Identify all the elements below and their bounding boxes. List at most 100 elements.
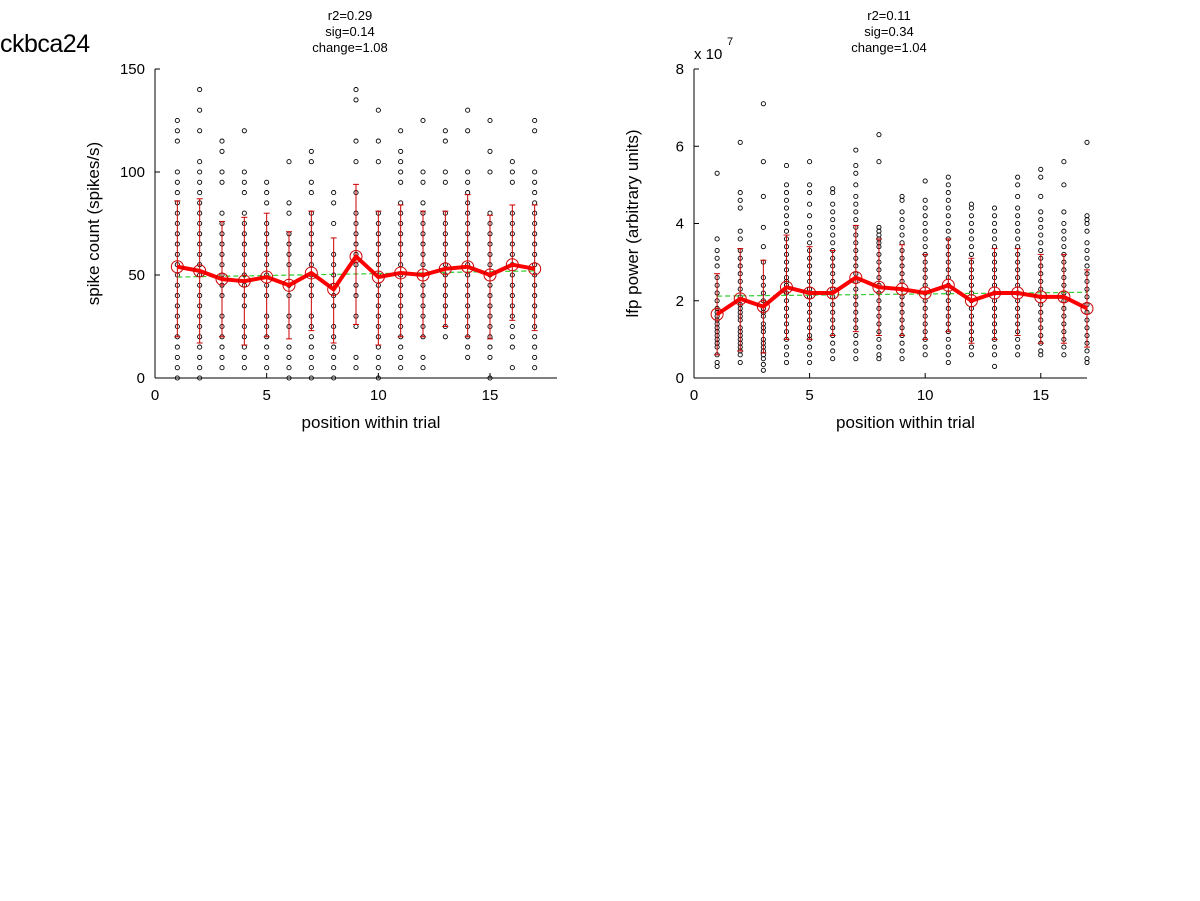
raw-data-point: [197, 169, 203, 175]
raw-data-point: [991, 220, 998, 227]
raw-data-point: [487, 169, 493, 175]
raw-data-point: [1061, 236, 1067, 242]
x-tick-label: 10: [370, 387, 387, 404]
y-tick-label: 2: [676, 293, 684, 310]
raw-data-point: [308, 190, 314, 196]
raw-data-point: [331, 200, 337, 206]
raw-data-point: [1015, 193, 1021, 200]
raw-data-point: [1015, 344, 1021, 350]
mean-marker: [438, 262, 452, 276]
raw-data-point: [760, 101, 766, 107]
raw-data-point: [532, 365, 538, 371]
raw-data-point: [375, 107, 381, 113]
raw-data-point: [308, 179, 314, 185]
raw-data-point: [532, 200, 538, 206]
raw-data-point: [899, 356, 905, 362]
mean-marker: [461, 260, 475, 274]
raw-data-point: [1015, 174, 1021, 180]
mean-marker: [1080, 301, 1094, 315]
raw-data-point: [991, 213, 998, 219]
raw-data-point: [331, 354, 337, 360]
mean-marker: [733, 292, 747, 306]
raw-data-point: [308, 334, 314, 340]
y-axis-label: spike count (spikes/s): [84, 142, 103, 305]
chart-title-line: r2=0.11: [867, 8, 911, 23]
x-axis-label: position within trial: [302, 413, 441, 432]
raw-data-point: [398, 365, 404, 371]
raw-data-point: [197, 159, 203, 165]
figure-title: ckbca24: [0, 30, 90, 58]
raw-data-point: [264, 354, 270, 360]
raw-data-point: [174, 128, 180, 134]
x-tick-label: 10: [917, 387, 934, 404]
raw-data-point: [241, 190, 247, 196]
raw-data-point: [264, 365, 270, 371]
raw-data-point: [1061, 159, 1067, 165]
raw-data-point: [991, 352, 998, 358]
x-tick-label: 15: [1032, 387, 1049, 404]
raw-data-point: [1015, 336, 1021, 342]
raw-data-point: [487, 148, 493, 154]
raw-data-point: [442, 128, 448, 134]
raw-data-point: [968, 344, 974, 350]
raw-data-point: [853, 170, 859, 176]
x-tick-label: 5: [805, 387, 813, 404]
raw-data-point: [899, 348, 905, 354]
raw-data-point: [945, 213, 951, 219]
raw-data-point: [714, 236, 720, 242]
raw-data-point: [1038, 217, 1044, 223]
mean-marker: [237, 274, 251, 288]
raw-data-point: [509, 323, 515, 330]
mean-marker: [1057, 290, 1071, 304]
y-tick-label: 4: [676, 216, 684, 233]
mean-marker: [710, 307, 724, 321]
raw-data-point: [398, 159, 404, 165]
raw-data-point: [465, 169, 471, 175]
raw-data-point: [807, 159, 813, 165]
raw-data-point: [197, 128, 203, 134]
raw-data-point: [737, 139, 743, 145]
raw-data-point: [442, 138, 448, 144]
mean-marker: [1034, 290, 1048, 304]
raw-data-point: [442, 179, 448, 185]
mean-marker: [349, 249, 363, 263]
raw-data-point: [830, 356, 836, 362]
raw-data-point: [398, 128, 404, 134]
mean-marker: [327, 282, 341, 296]
raw-data-point: [737, 359, 743, 366]
raw-data-point: [853, 340, 859, 346]
raw-data-point: [1038, 166, 1044, 172]
raw-data-point: [353, 365, 359, 371]
raw-data-point: [174, 190, 180, 196]
raw-data-point: [375, 159, 381, 165]
raw-data-point: [945, 336, 951, 342]
raw-data-point: [331, 344, 337, 350]
raw-data-point: [991, 363, 998, 369]
raw-data-point: [197, 344, 203, 350]
raw-data-point: [945, 190, 951, 196]
raw-data-point: [308, 148, 314, 154]
raw-data-point: [219, 210, 225, 216]
raw-data-point: [1084, 255, 1090, 261]
raw-data-point: [465, 344, 471, 350]
x-tick-label: 0: [690, 387, 698, 404]
raw-data-point: [398, 344, 404, 350]
raw-data-point: [830, 186, 836, 192]
raw-data-point: [174, 344, 180, 350]
mean-marker: [1011, 286, 1025, 300]
raw-data-point: [807, 201, 813, 207]
raw-data-point: [219, 365, 225, 371]
raw-data-point: [899, 193, 905, 200]
raw-data-point: [830, 348, 836, 354]
raw-data-point: [241, 210, 247, 216]
raw-data-point: [945, 359, 951, 366]
raw-data-point: [308, 344, 314, 350]
raw-data-point: [331, 365, 337, 371]
raw-data-point: [968, 201, 974, 207]
chart-title-line: change=1.04: [851, 40, 927, 55]
raw-data-point: [420, 169, 426, 175]
raw-data-point: [264, 344, 270, 350]
raw-data-point: [876, 159, 882, 165]
